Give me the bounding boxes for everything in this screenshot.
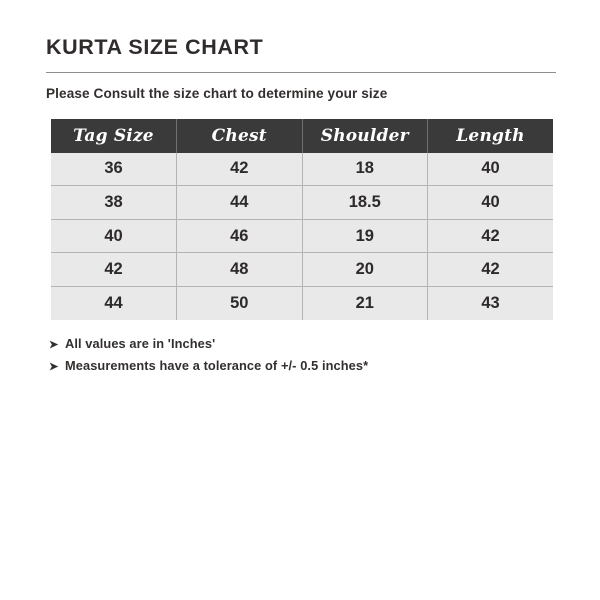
cell-length: 40 — [427, 185, 553, 220]
cell-length: 42 — [427, 219, 553, 254]
triangle-right-icon: ➤ — [49, 360, 59, 373]
table-body: 36 42 18 40 38 44 18.5 40 40 46 19 42 42… — [51, 152, 553, 320]
cell-shoulder: 18 — [302, 152, 428, 187]
cell-tag-size: 38 — [51, 185, 177, 220]
column-header-shoulder: Shoulder — [302, 118, 428, 153]
table-row: 38 44 18.5 40 — [51, 185, 553, 220]
note-text: Measurements have a tolerance of +/- 0.5… — [65, 357, 369, 373]
column-header-length: Length — [427, 118, 553, 153]
notes-list: ➤ All values are in 'Inches' ➤ Measureme… — [49, 336, 555, 373]
size-chart-table: Tag Size Chest Shoulder Length 36 42 18 … — [51, 118, 553, 320]
cell-length: 43 — [427, 286, 553, 320]
table-header: Tag Size Chest Shoulder Length — [51, 118, 553, 153]
note-item: ➤ All values are in 'Inches' — [49, 336, 555, 351]
triangle-right-icon: ➤ — [49, 338, 59, 351]
column-header-tag-size: Tag Size — [51, 118, 177, 153]
table-row: 42 48 20 42 — [51, 252, 553, 288]
cell-shoulder: 21 — [302, 286, 428, 320]
cell-length: 40 — [427, 152, 553, 187]
cell-tag-size: 36 — [51, 152, 177, 187]
table-row: 36 42 18 40 — [51, 152, 553, 187]
note-item: ➤ Measurements have a tolerance of +/- 0… — [49, 358, 555, 373]
cell-chest: 48 — [176, 252, 303, 288]
cell-chest: 46 — [176, 219, 303, 254]
cell-tag-size: 42 — [51, 252, 177, 288]
cell-chest: 44 — [176, 185, 303, 220]
cell-chest: 50 — [176, 286, 303, 320]
cell-length: 42 — [427, 252, 553, 288]
cell-tag-size: 44 — [51, 286, 177, 320]
table-row: 44 50 21 43 — [51, 286, 553, 320]
table-row: 40 46 19 42 — [51, 219, 553, 254]
cell-shoulder: 20 — [302, 252, 428, 288]
note-text: All values are in 'Inches' — [65, 335, 216, 351]
table-header-row: Tag Size Chest Shoulder Length — [51, 118, 553, 153]
cell-shoulder: 19 — [302, 219, 428, 254]
cell-tag-size: 40 — [51, 219, 177, 254]
cell-shoulder: 18.5 — [302, 185, 428, 220]
page-title: KURTA SIZE CHART — [46, 35, 264, 59]
column-header-chest: Chest — [176, 118, 303, 153]
title-divider — [46, 71, 556, 73]
cell-chest: 42 — [176, 152, 303, 187]
page-subtitle: Please Consult the size chart to determi… — [46, 85, 388, 101]
